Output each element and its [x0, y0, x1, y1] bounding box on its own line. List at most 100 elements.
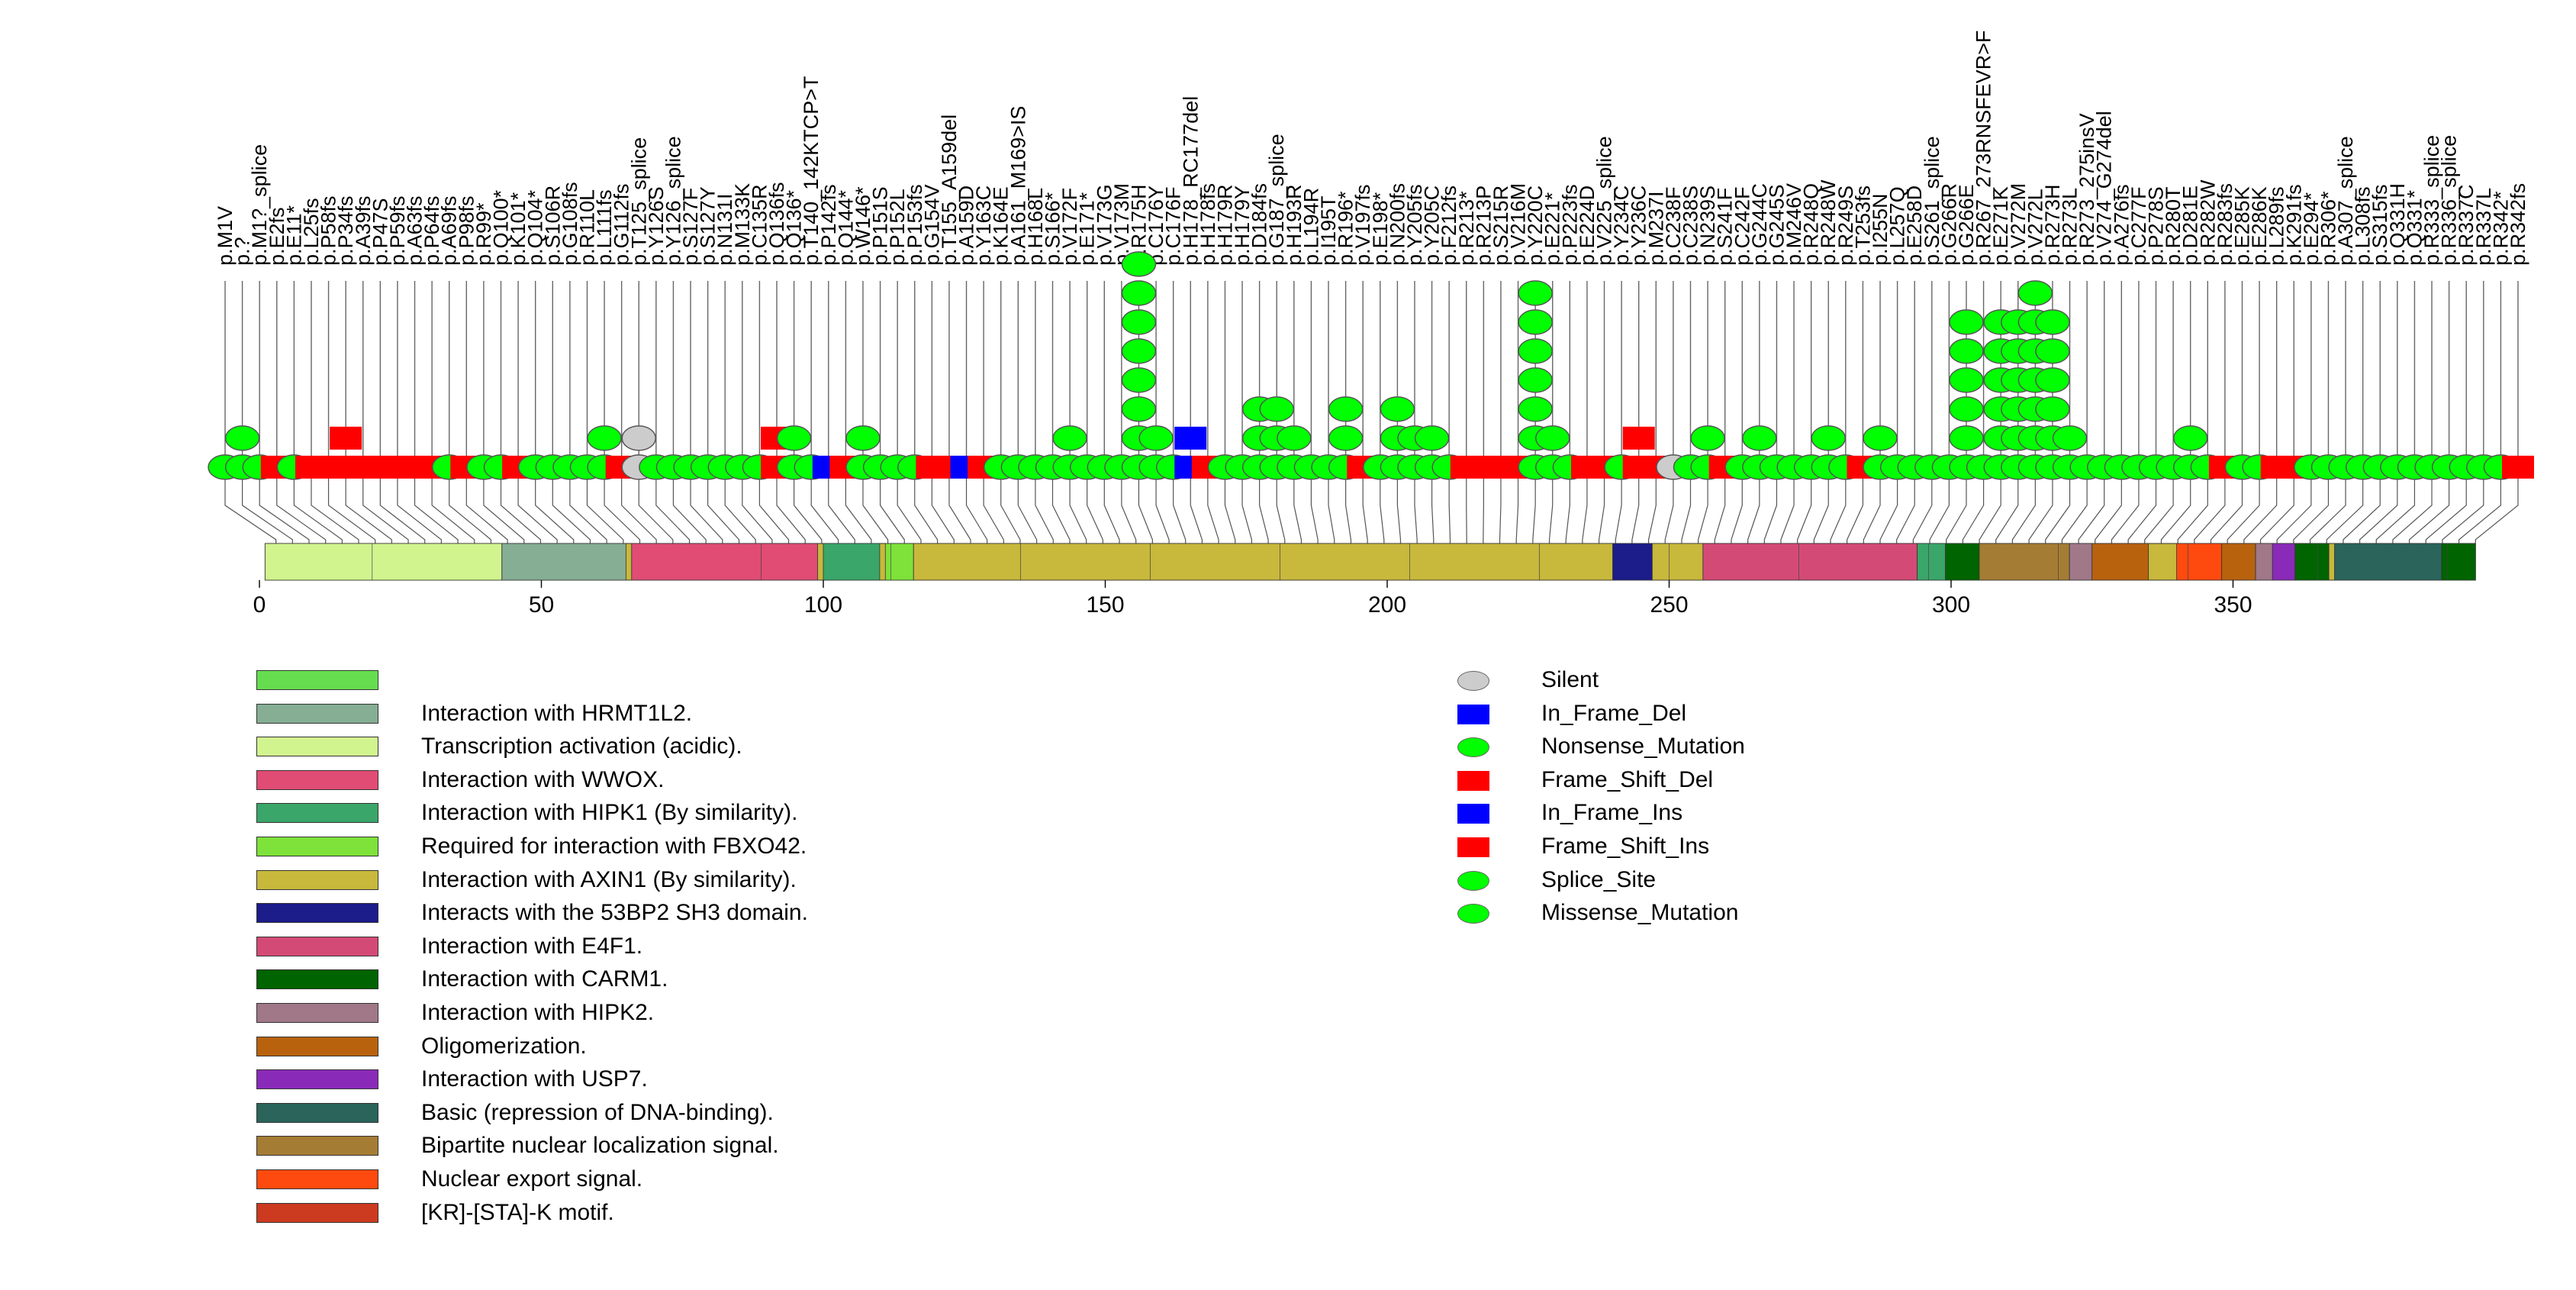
- mutation-label: p.P142fs: [817, 184, 840, 266]
- legend-swatch: [256, 1002, 378, 1023]
- mutation-label: p.T125_splice: [627, 137, 650, 266]
- legend-label: Required for interaction with FBXO42.: [421, 833, 807, 859]
- mutation-label: p.R110L: [575, 189, 598, 266]
- mutation-label: p.R213P: [1472, 185, 1495, 266]
- legend-label: Interacts with the 53BP2 SH3 domain.: [421, 900, 808, 926]
- legend-label: Bipartite nuclear localization signal.: [421, 1133, 779, 1159]
- mutation-label: p.S215R: [1489, 185, 1512, 266]
- axis-tick-label: 50: [529, 592, 554, 618]
- mutation-mark: [1622, 427, 1655, 450]
- mutation-connector: [552, 467, 591, 543]
- mutation-connector: [241, 467, 293, 543]
- mutation-connector: [259, 467, 310, 543]
- mutation-label: p.Q136*: [783, 189, 806, 266]
- mutation-label: p.D184fs: [1248, 183, 1271, 266]
- mutation-connector: [1929, 467, 1950, 543]
- mutation-connector: [707, 467, 740, 543]
- domain-segment: [884, 543, 914, 581]
- mutation-label: p.H193R: [1283, 184, 1306, 266]
- mutation-label: p.H179R: [1213, 184, 1236, 266]
- mutation-mark: [1121, 338, 1157, 364]
- mutation-label: p.S127Y: [697, 186, 720, 266]
- mutation-mark: [1518, 309, 1553, 335]
- mutation-connector: [362, 467, 409, 543]
- mutation-mark: [2035, 309, 2070, 335]
- legend-swatch: [256, 836, 378, 856]
- legend-swatch: [1457, 870, 1489, 891]
- legend-label: [KR]-[STA]-K motif.: [421, 1199, 614, 1225]
- domain-segment: [501, 543, 626, 581]
- mutation-connector: [1121, 467, 1137, 543]
- mutation-connector: [1380, 467, 1385, 543]
- mutation-label: p.R342fs: [2507, 183, 2529, 266]
- domain-segment: [913, 543, 1613, 581]
- mutation-connector: [1207, 467, 1219, 543]
- mutation-connector: [2343, 467, 2381, 543]
- mutation-label: p.E171*: [1076, 192, 1099, 266]
- mutation-label: p.M1?_splice: [248, 144, 271, 266]
- mutation-connector: [1448, 467, 1451, 543]
- mutation-connector: [742, 467, 773, 543]
- mutation-label: p.R280T: [2162, 186, 2185, 266]
- mutation-label: p.V197fs: [1351, 184, 1374, 266]
- legend-swatch: [256, 969, 378, 990]
- mutation-label: p.H178_RC177del: [1179, 96, 1202, 266]
- legend-swatch: [256, 936, 378, 956]
- mutation-connector: [1017, 467, 1038, 543]
- mutation-connector: [948, 467, 971, 543]
- mutation-mark: [1138, 425, 1174, 451]
- mutation-connector: [1847, 467, 1864, 543]
- legend-label: Missense_Mutation: [1541, 900, 1739, 926]
- mutation-mark: [1863, 425, 1898, 451]
- x-axis: 0 50 100 150 200 250 300 350: [253, 580, 2252, 618]
- mutation-connector: [638, 467, 674, 543]
- domain-segment: [1917, 543, 1946, 581]
- mutation-label: p.Q136fs: [765, 182, 788, 266]
- mutation-connector: [2243, 467, 2278, 543]
- mutation-mark: [1121, 396, 1157, 422]
- legend-swatch: [256, 869, 378, 890]
- mutation-connector: [914, 467, 939, 543]
- domain-segment: [631, 543, 819, 581]
- mutation-mark: [587, 425, 622, 451]
- mutation-mark: [2502, 456, 2534, 479]
- mutation-label: p.Y236C: [1628, 185, 1650, 266]
- mutation-mark: [1949, 396, 1984, 422]
- mutation-label: p.E221*: [1541, 192, 1564, 266]
- domain-segment: [264, 543, 503, 581]
- mutation-label: p.Q331*: [2403, 189, 2426, 266]
- domain-segment: [2091, 543, 2149, 581]
- domain-segment: [1702, 543, 1918, 581]
- mutation-label: p.R249S: [1834, 185, 1857, 266]
- mutation-connector: [1995, 467, 2019, 543]
- mutation-label: p.T155_A159del: [938, 114, 961, 266]
- mutation-label: p.P151S: [869, 186, 892, 266]
- mutation-mark: [330, 427, 362, 450]
- mutation-label: p.R248Q: [1800, 183, 1823, 266]
- mutation-connector: [1565, 467, 1570, 543]
- mutation-label: p.E285K: [2230, 186, 2253, 266]
- mutation-connector: [1747, 467, 1760, 543]
- mutation-label: p.R273L: [2059, 188, 2082, 266]
- mutation-connector: [2160, 467, 2191, 543]
- mutation-connector: [2095, 467, 2122, 543]
- mutation-mark: [1949, 425, 1984, 451]
- mutation-connector: [828, 467, 855, 543]
- mutation-label: p.?: [231, 237, 254, 266]
- mutation-label: p.T140_142KTCP>T: [800, 76, 823, 266]
- legend-swatch: [1457, 837, 1489, 857]
- mutation-mark: [1121, 280, 1157, 306]
- mutation-label: p.P223fs: [1558, 184, 1581, 266]
- legend-swatch: [256, 1169, 378, 1189]
- mutation-connector: [965, 467, 988, 543]
- legend-label: Splice_Site: [1541, 866, 1657, 892]
- mutation-mark: [1414, 425, 1450, 451]
- legend-label: Frame_Shift_Del: [1541, 766, 1714, 792]
- mutation-connector: [897, 467, 922, 543]
- mutation-label: p.E11*: [282, 205, 305, 266]
- mutation-connector: [1173, 467, 1187, 543]
- mutation-connector: [1731, 467, 1743, 543]
- mutation-connector: [1051, 467, 1071, 543]
- mutation-label: p.L289fs: [2265, 186, 2288, 266]
